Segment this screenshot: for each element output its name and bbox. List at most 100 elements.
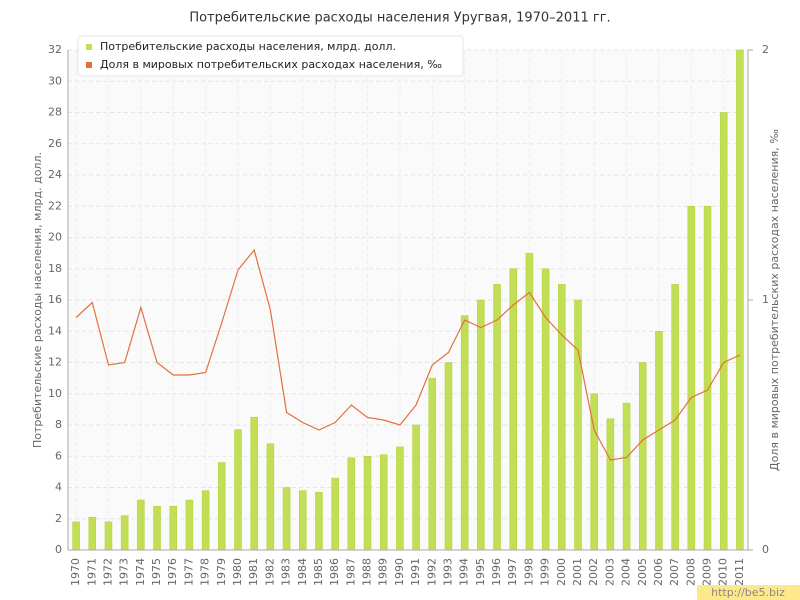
bar — [201, 490, 210, 551]
y2-tick-label: 1 — [762, 293, 769, 306]
y-tick-label: 26 — [48, 137, 62, 150]
bar — [428, 377, 437, 551]
bar — [347, 457, 356, 551]
x-tick-label: 1993 — [441, 558, 454, 586]
x-tick-label: 1975 — [150, 558, 163, 586]
y-tick-label: 30 — [48, 74, 62, 87]
bar — [460, 315, 469, 551]
y-tick-label: 10 — [48, 387, 62, 400]
y-tick-label: 0 — [55, 543, 62, 556]
bar — [639, 362, 647, 551]
bar — [396, 446, 404, 551]
bar — [72, 521, 80, 551]
legend-box — [77, 35, 464, 77]
y-tick-label: 4 — [55, 481, 62, 494]
x-tick-label: 1971 — [85, 558, 98, 586]
bar — [282, 487, 291, 551]
bar — [315, 491, 323, 551]
y-tick-label: 18 — [48, 262, 62, 275]
x-tick-label: 1988 — [361, 558, 374, 586]
x-tick-label: 2010 — [717, 558, 730, 586]
x-tick-label: 1979 — [215, 558, 228, 586]
bar — [185, 499, 194, 551]
bar — [558, 284, 566, 551]
x-tick-label: 1980 — [231, 558, 244, 586]
bar — [606, 418, 615, 551]
bar — [525, 252, 534, 551]
x-tick-label: 1990 — [393, 558, 406, 586]
bar — [541, 268, 550, 551]
x-tick-label: 1983 — [280, 558, 293, 586]
bar — [137, 499, 145, 551]
bar — [266, 443, 275, 551]
x-tick-label: 1982 — [263, 558, 276, 586]
bar — [234, 429, 242, 551]
bar — [412, 424, 420, 551]
x-tick-label: 1976 — [166, 558, 179, 586]
x-tick-label: 1997 — [506, 558, 519, 586]
x-tick-label: 2000 — [555, 558, 568, 586]
bar — [509, 268, 517, 551]
x-tick-label: 2011 — [733, 558, 746, 586]
watermark: http://be5.biz — [711, 586, 785, 599]
bar — [574, 299, 582, 551]
bar — [719, 112, 728, 551]
x-tick-label: 2003 — [603, 558, 616, 586]
bar — [120, 515, 129, 551]
x-tick-label: 1984 — [296, 558, 309, 586]
x-tick-label: 1986 — [328, 558, 341, 586]
x-tick-label: 2009 — [701, 558, 714, 586]
bar — [477, 299, 485, 551]
legend-swatch — [86, 44, 92, 50]
y2-tick-label: 0 — [762, 543, 769, 556]
x-tick-label: 1987 — [344, 558, 357, 586]
y-tick-label: 8 — [55, 418, 62, 431]
bar — [736, 49, 744, 551]
bar — [218, 462, 226, 551]
bar — [250, 416, 258, 551]
bar — [331, 477, 339, 551]
bar — [622, 402, 631, 551]
chart-title: Потребительские расходы населения Уругва… — [189, 11, 610, 26]
y-tick-label: 20 — [48, 231, 62, 244]
bar — [104, 521, 113, 551]
x-tick-label: 1981 — [247, 558, 260, 586]
x-tick-label: 1995 — [474, 558, 487, 586]
watermark-bg — [697, 585, 800, 600]
bar — [703, 206, 712, 551]
x-tick-label: 1996 — [490, 558, 503, 586]
x-tick-label: 1978 — [199, 558, 212, 586]
y-tick-label: 6 — [55, 449, 62, 462]
x-tick-label: 1998 — [522, 558, 535, 586]
legend-label: Потребительские расходы населения, млрд.… — [100, 40, 396, 53]
y2-axis-title: Доля в мировых потребительских расходах … — [768, 129, 781, 471]
bar — [88, 516, 97, 551]
x-tick-label: 2004 — [620, 558, 633, 586]
legend-label: Доля в мировых потребительских расходах … — [100, 58, 442, 71]
x-tick-label: 2005 — [636, 558, 649, 586]
y-tick-label: 28 — [48, 106, 62, 119]
y-tick-label: 22 — [48, 199, 62, 212]
x-tick-label: 1973 — [118, 558, 131, 586]
line — [75, 248, 741, 461]
y-tick-label: 14 — [48, 324, 62, 337]
x-tick-label: 1977 — [182, 558, 195, 586]
bar — [655, 331, 663, 551]
x-tick-label: 2002 — [587, 558, 600, 586]
x-tick-label: 1992 — [425, 558, 438, 586]
bar — [169, 506, 177, 551]
x-tick-label: 1991 — [409, 558, 422, 586]
x-tick-label: 1985 — [312, 558, 325, 586]
bar — [363, 456, 372, 551]
bar — [687, 206, 696, 551]
y-tick-label: 24 — [48, 168, 62, 181]
y-tick-label: 2 — [55, 512, 62, 525]
bar — [379, 454, 388, 551]
y-tick-label: 12 — [48, 356, 62, 369]
bar — [153, 506, 161, 551]
bar — [444, 362, 453, 551]
x-tick-label: 1994 — [458, 558, 471, 586]
legend-swatch — [86, 62, 92, 68]
bar — [299, 490, 307, 551]
